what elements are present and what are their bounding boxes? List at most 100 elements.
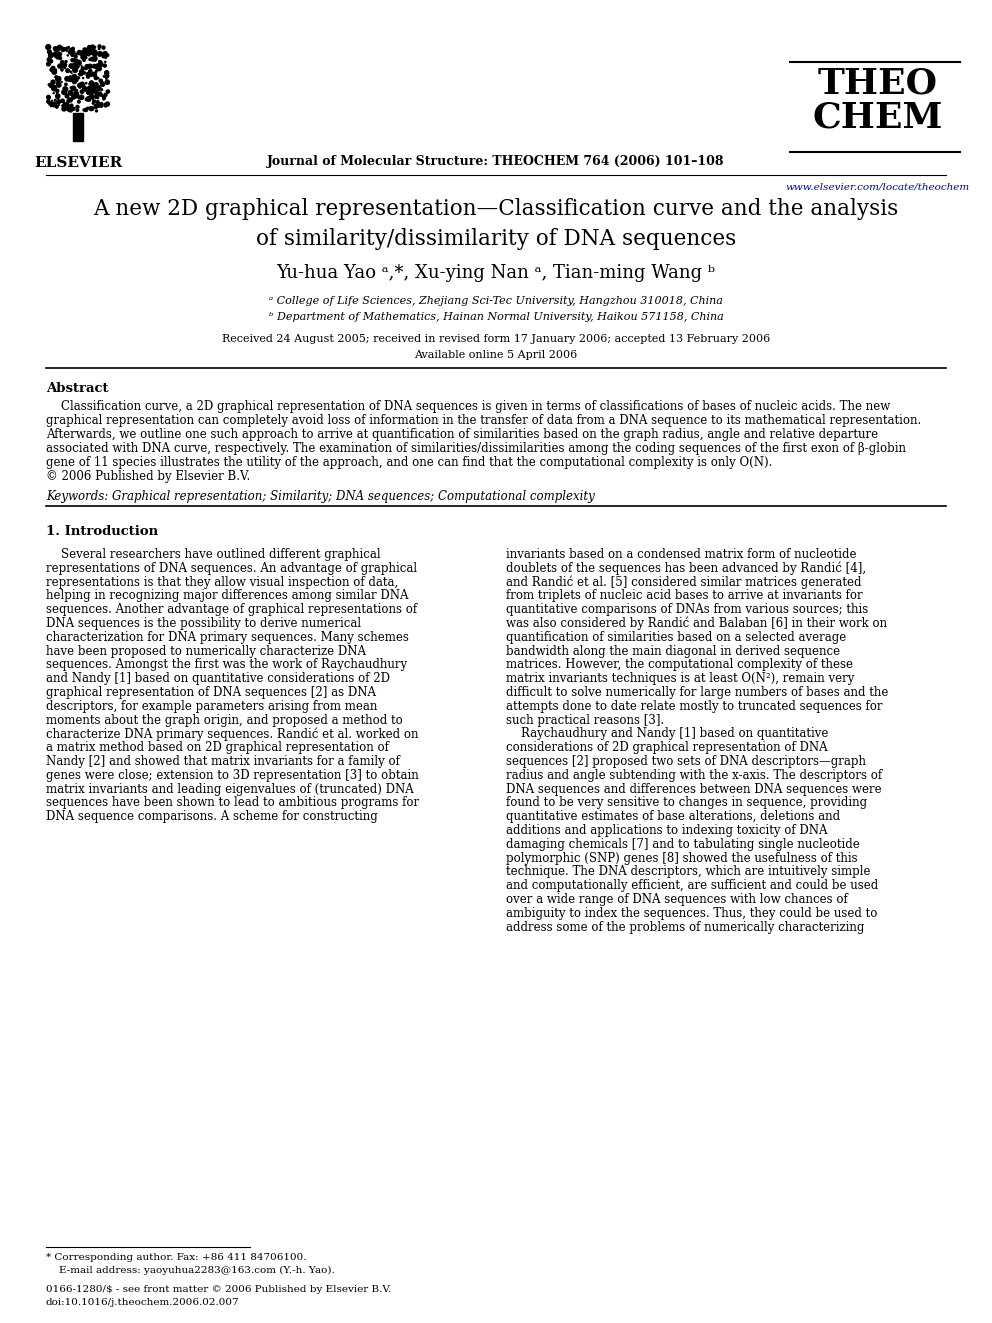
Circle shape — [69, 49, 73, 53]
Circle shape — [94, 77, 97, 79]
Circle shape — [47, 95, 51, 99]
Text: of similarity/dissimilarity of DNA sequences: of similarity/dissimilarity of DNA seque… — [256, 228, 736, 250]
Circle shape — [54, 46, 58, 50]
Circle shape — [100, 82, 105, 86]
Circle shape — [71, 58, 74, 62]
Circle shape — [70, 65, 73, 69]
Text: was also considered by Randić and Balaban [6] in their work on: was also considered by Randić and Balab… — [506, 617, 887, 631]
Circle shape — [68, 78, 72, 82]
Circle shape — [102, 46, 105, 49]
Text: graphical representation of DNA sequences [2] as DNA: graphical representation of DNA sequence… — [46, 687, 376, 699]
Bar — [73, 112, 83, 142]
Circle shape — [92, 102, 94, 105]
Circle shape — [59, 46, 62, 49]
Circle shape — [49, 53, 54, 57]
Text: E-mail address: yaoyuhua2283@163.com (Y.-h. Yao).: E-mail address: yaoyuhua2283@163.com (Y.… — [46, 1266, 334, 1275]
Circle shape — [86, 75, 89, 78]
Text: found to be very sensitive to changes in sequence, providing: found to be very sensitive to changes in… — [506, 796, 867, 810]
Text: matrix invariants and leading eigenvalues of (truncated) DNA: matrix invariants and leading eigenvalue… — [46, 783, 414, 795]
Circle shape — [70, 53, 74, 57]
Circle shape — [81, 54, 85, 60]
Text: THEO: THEO — [818, 66, 938, 101]
Circle shape — [87, 50, 92, 54]
Circle shape — [87, 53, 90, 56]
Circle shape — [74, 61, 76, 64]
Circle shape — [62, 49, 64, 52]
Circle shape — [70, 105, 73, 107]
Text: DNA sequences and differences between DNA sequences were: DNA sequences and differences between DN… — [506, 783, 882, 795]
Circle shape — [96, 101, 99, 103]
Text: Nandy [2] and showed that matrix invariants for a family of: Nandy [2] and showed that matrix invaria… — [46, 755, 400, 767]
Text: DNA sequence comparisons. A scheme for constructing: DNA sequence comparisons. A scheme for c… — [46, 810, 378, 823]
Text: associated with DNA curve, respectively. The examination of similarities/dissimi: associated with DNA curve, respectively.… — [46, 442, 906, 455]
Circle shape — [81, 71, 84, 74]
Circle shape — [102, 53, 106, 57]
Circle shape — [61, 99, 64, 102]
Circle shape — [82, 89, 84, 91]
Circle shape — [64, 103, 65, 105]
Circle shape — [68, 108, 72, 112]
Text: quantitative comparisons of DNAs from various sources; this: quantitative comparisons of DNAs from va… — [506, 603, 868, 617]
Circle shape — [74, 78, 78, 82]
Circle shape — [71, 48, 74, 50]
Circle shape — [70, 87, 72, 89]
Circle shape — [76, 106, 79, 108]
Circle shape — [94, 82, 98, 86]
Circle shape — [98, 52, 102, 56]
Circle shape — [46, 45, 51, 49]
Circle shape — [71, 86, 75, 90]
Circle shape — [69, 91, 72, 95]
Circle shape — [52, 87, 55, 90]
Circle shape — [88, 54, 89, 56]
Circle shape — [59, 57, 62, 60]
Circle shape — [63, 87, 66, 91]
Circle shape — [77, 101, 80, 103]
Circle shape — [50, 60, 53, 64]
Text: moments about the graph origin, and proposed a method to: moments about the graph origin, and prop… — [46, 713, 403, 726]
Text: Keywords: Graphical representation; Similarity; DNA sequences; Computational com: Keywords: Graphical representation; Simi… — [46, 490, 595, 503]
Circle shape — [56, 90, 59, 93]
Circle shape — [92, 73, 96, 77]
Text: www.elsevier.com/locate/theochem: www.elsevier.com/locate/theochem — [786, 183, 970, 191]
Text: damaging chemicals [7] and to tabulating single nucleotide: damaging chemicals [7] and to tabulating… — [506, 837, 860, 851]
Circle shape — [89, 58, 91, 61]
Circle shape — [85, 98, 88, 101]
Circle shape — [61, 69, 63, 71]
Text: address some of the problems of numerically characterizing: address some of the problems of numerica… — [506, 921, 864, 934]
Circle shape — [90, 45, 95, 50]
Text: representations is that they allow visual inspection of data,: representations is that they allow visua… — [46, 576, 398, 589]
Circle shape — [74, 56, 77, 58]
Circle shape — [80, 90, 83, 94]
Circle shape — [68, 50, 72, 54]
Circle shape — [77, 50, 81, 54]
Circle shape — [57, 90, 59, 91]
Circle shape — [84, 53, 88, 56]
Circle shape — [73, 65, 76, 67]
Circle shape — [68, 90, 72, 95]
Circle shape — [57, 83, 61, 87]
Text: DNA sequences is the possibility to derive numerical: DNA sequences is the possibility to deri… — [46, 617, 361, 630]
Circle shape — [103, 75, 105, 77]
Circle shape — [98, 93, 102, 97]
Circle shape — [91, 108, 93, 110]
Text: Abstract: Abstract — [46, 382, 108, 396]
Circle shape — [92, 65, 96, 67]
Circle shape — [88, 70, 92, 73]
Circle shape — [58, 65, 62, 69]
Circle shape — [95, 65, 99, 69]
Circle shape — [93, 57, 96, 60]
Circle shape — [67, 107, 71, 111]
Circle shape — [89, 90, 93, 94]
Circle shape — [73, 75, 74, 77]
Circle shape — [67, 78, 71, 81]
Circle shape — [78, 97, 80, 99]
Circle shape — [56, 77, 61, 82]
Circle shape — [64, 61, 67, 62]
Circle shape — [87, 86, 92, 90]
Circle shape — [61, 61, 63, 64]
Text: Classification curve, a 2D graphical representation of DNA sequences is given in: Classification curve, a 2D graphical rep… — [46, 400, 890, 413]
Circle shape — [93, 89, 95, 91]
Text: a matrix method based on 2D graphical representation of: a matrix method based on 2D graphical re… — [46, 741, 389, 754]
Circle shape — [52, 70, 57, 74]
Circle shape — [62, 66, 64, 67]
